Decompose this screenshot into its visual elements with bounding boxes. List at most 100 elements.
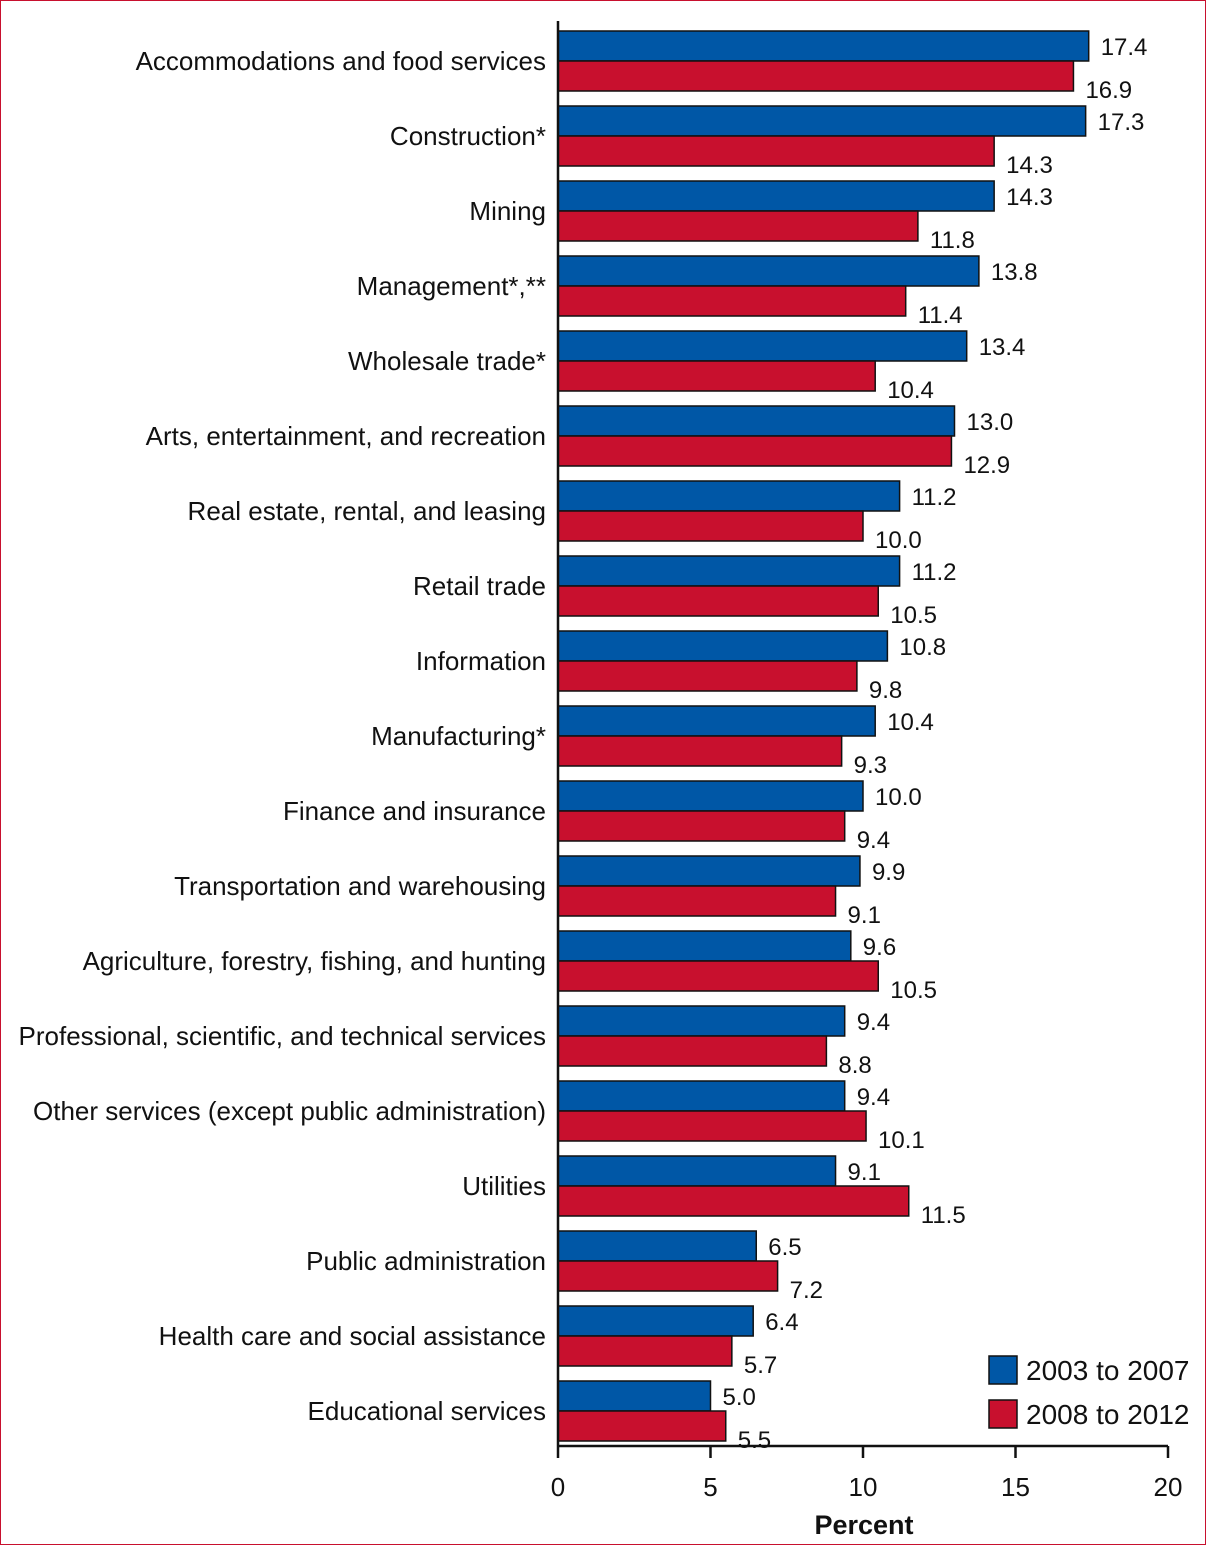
bar-2003-2007 (557, 1080, 846, 1112)
bar-2008-2012 (557, 285, 907, 317)
data-label: 8.8 (838, 1052, 871, 1079)
data-label: 5.7 (744, 1352, 777, 1379)
data-label: 10.4 (887, 709, 934, 736)
legend-label: 2003 to 2007 (1026, 1355, 1190, 1386)
data-label: 16.9 (1085, 77, 1132, 104)
data-label: 9.6 (863, 934, 896, 961)
category-label: Finance and insurance (283, 796, 546, 826)
bar-2003-2007 (557, 630, 889, 662)
bar-2008-2012 (557, 585, 879, 617)
legend-swatch (988, 1355, 1018, 1385)
category-label: Management*,** (357, 271, 546, 301)
legend: 2003 to 2007 2008 to 2012 (988, 1355, 1190, 1430)
data-label: 9.1 (848, 902, 881, 929)
data-label: 10.0 (875, 527, 922, 554)
value-labels: 17.4 16.9 17.3 14.3 14.3 11.8 13.8 11.4 13.4 10.4… (723, 34, 1148, 1454)
x-tick-label: 0 (551, 1472, 565, 1502)
category-label: Health care and social assistance (159, 1321, 546, 1351)
data-label: 10.5 (890, 602, 937, 629)
data-label: 5.0 (723, 1384, 756, 1411)
category-label: Construction* (390, 121, 546, 151)
bar-2008-2012 (557, 1260, 779, 1292)
category-label: Public administration (306, 1246, 546, 1276)
data-label: 6.5 (768, 1234, 801, 1261)
bar-2008-2012 (557, 885, 837, 917)
data-label: 6.4 (765, 1309, 798, 1336)
x-tick-label: 10 (849, 1472, 878, 1502)
bar-2003-2007 (557, 555, 901, 587)
category-label: Information (416, 646, 546, 676)
data-label: 11.4 (918, 302, 963, 329)
bar-2008-2012 (557, 735, 843, 767)
data-label: 9.4 (857, 1084, 890, 1111)
data-label: 13.8 (991, 259, 1038, 286)
category-label: Real estate, rental, and leasing (188, 496, 546, 526)
category-labels: Accommodations and food services Construc… (19, 46, 546, 1426)
data-label: 14.3 (1006, 152, 1053, 179)
bar-2008-2012 (557, 810, 846, 842)
bar-2003-2007 (557, 705, 876, 737)
bar-2003-2007 (557, 855, 861, 887)
category-label: Manufacturing* (371, 721, 546, 751)
bar-2003-2007 (557, 405, 956, 437)
legend-swatch (988, 1399, 1018, 1429)
bar-2008-2012 (557, 1110, 867, 1142)
category-label: Agriculture, forestry, fishing, and hunt… (83, 946, 546, 976)
bar-2008-2012 (557, 1185, 910, 1217)
data-label: 10.0 (875, 784, 922, 811)
data-label: 9.4 (857, 827, 890, 854)
bar-2003-2007 (557, 780, 864, 812)
bar-2008-2012 (557, 660, 858, 692)
bar-2008-2012 (557, 510, 864, 542)
data-label: 12.9 (963, 452, 1010, 479)
data-label: 10.1 (878, 1127, 925, 1154)
bar-2008-2012 (557, 210, 919, 242)
bar-2003-2007 (557, 1005, 846, 1037)
bar-2003-2007 (557, 1380, 712, 1412)
category-label: Transportation and warehousing (174, 871, 546, 901)
bar-2003-2007 (557, 1230, 757, 1262)
x-tick-label: 20 (1154, 1472, 1183, 1502)
category-label: Educational services (308, 1396, 546, 1426)
data-label: 5.5 (738, 1427, 771, 1454)
data-label: 7.2 (790, 1277, 823, 1304)
x-tick-label: 5 (703, 1472, 717, 1502)
bar-2003-2007 (557, 480, 901, 512)
bar-2003-2007 (557, 930, 852, 962)
data-label: 13.0 (967, 409, 1014, 436)
bar-2003-2007 (557, 255, 980, 287)
x-axis-ticks: 0 5 10 15 20 (551, 1446, 1183, 1502)
bar-2003-2007 (557, 180, 995, 212)
data-label: 10.8 (899, 634, 946, 661)
data-label: 9.4 (857, 1009, 890, 1036)
bar-2003-2007 (557, 105, 1087, 137)
data-label: 9.8 (869, 677, 902, 704)
x-axis-title: Percent (814, 1510, 913, 1540)
category-label: Retail trade (413, 571, 546, 601)
data-label: 10.5 (890, 977, 937, 1004)
data-label: 10.4 (887, 377, 934, 404)
bar-2008-2012 (557, 1410, 727, 1442)
category-label: Mining (469, 196, 546, 226)
data-label: 11.5 (921, 1202, 966, 1229)
bar-2003-2007 (557, 30, 1090, 62)
bar-2008-2012 (557, 135, 995, 167)
data-label: 11.8 (930, 227, 975, 254)
bar-2003-2007 (557, 1155, 837, 1187)
bar-2008-2012 (557, 1035, 828, 1067)
bar-2008-2012 (557, 1335, 733, 1367)
category-label: Other services (except public administra… (33, 1096, 546, 1126)
bar-2003-2007 (557, 330, 968, 362)
category-label: Utilities (462, 1171, 546, 1201)
data-label: 14.3 (1006, 184, 1053, 211)
bar-2003-2007 (557, 1305, 754, 1337)
data-label: 13.4 (979, 334, 1026, 361)
category-label: Professional, scientific, and technical … (19, 1021, 546, 1051)
x-tick-label: 15 (1001, 1472, 1030, 1502)
data-label: 9.3 (854, 752, 887, 779)
data-label: 17.4 (1101, 34, 1148, 61)
bar-2008-2012 (557, 60, 1075, 92)
category-label: Accommodations and food services (136, 46, 546, 76)
